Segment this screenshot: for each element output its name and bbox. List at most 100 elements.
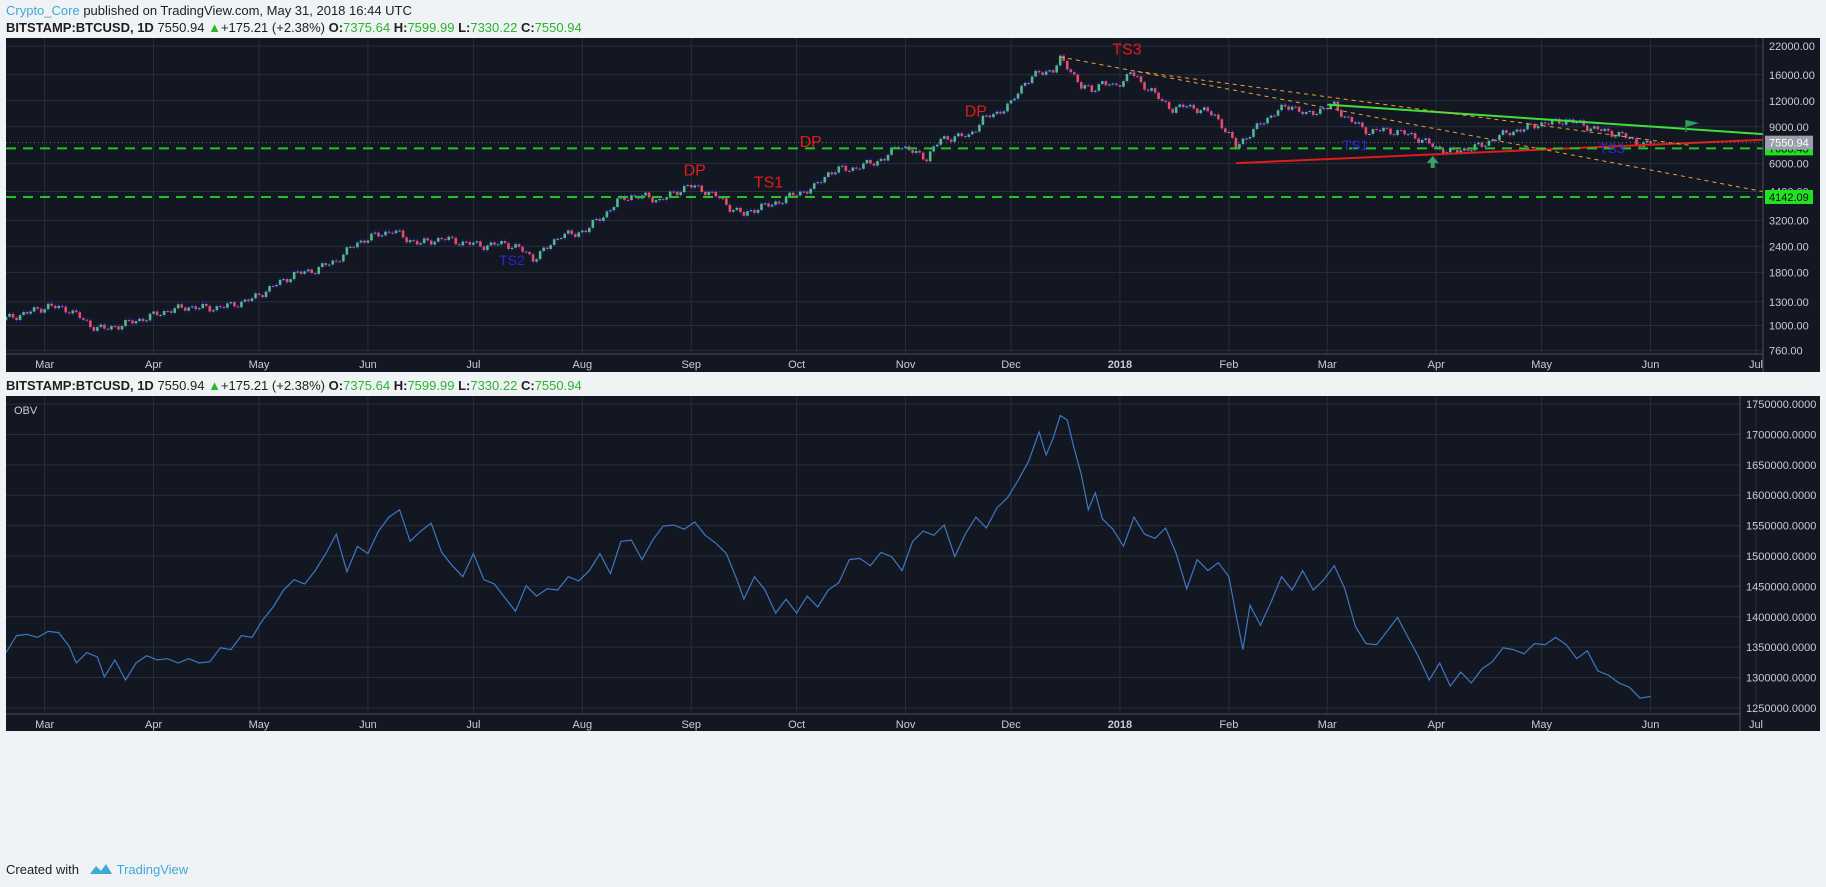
candle-body [1231,131,1234,138]
candle-body [682,185,686,193]
candle-body [1455,149,1459,153]
candle-body [1188,104,1192,107]
candle-body [872,163,876,166]
candle-body [282,279,285,281]
candle-body [1466,148,1470,151]
candle-body [988,115,992,118]
candle-body [1087,85,1090,87]
y-tick-label: 1250000.0000 [1746,703,1816,715]
candle-body [120,326,124,330]
candle-body [215,306,219,311]
candle-body [391,232,394,234]
price-chart[interactable]: TS3 DP DP DP TS1 TS2 TS1 TS3 22000.00 16000.00 120… [6,38,1820,372]
x-tick-label: Apr [145,719,162,731]
candle-body [826,172,830,178]
candle-body [1111,83,1115,85]
x-tick-label: May [1531,719,1552,731]
candle-body [598,218,602,221]
candle-body [82,317,85,320]
candle-body [1280,104,1283,111]
candle-body [1498,134,1501,141]
candle-body [552,239,556,245]
y-tick-label: 3200.00 [1769,215,1809,227]
candle-body [89,320,92,328]
candle-body [1076,74,1080,83]
candle-body [858,168,862,170]
candle-body [458,244,461,246]
candle-body [127,320,131,322]
author-link[interactable]: Crypto_Core [6,3,80,18]
candle-body [517,244,521,247]
candle-body [254,293,257,299]
candle-body [668,191,672,198]
candle-body [805,191,809,194]
candle-body [675,191,679,196]
candle-body [176,304,180,309]
candle-body [366,240,370,243]
candle-body [1146,89,1150,91]
candle-body [985,115,988,117]
candle-body [1062,55,1066,61]
candle-body [1575,122,1579,124]
candle-body [1547,123,1550,125]
candle-body [331,260,335,265]
candle-body [1027,82,1030,84]
obv-panel[interactable]: OBV 1750000.0000 1700000.0000 1650000.0000 1… [6,396,1820,731]
candle-body [721,198,725,200]
candle-body [651,197,654,203]
candle-body [1287,106,1290,110]
x-tick-label: Jun [359,719,377,731]
candle-body [1058,55,1062,66]
candle-body [1343,116,1347,118]
candle-body [1463,148,1466,151]
candle-body [278,279,282,285]
tradingview-link[interactable]: TradingView [116,862,189,877]
x-tick-label: Nov [896,719,916,731]
candle-body [559,238,563,240]
candle-body [1420,139,1424,143]
candle-body [465,241,468,243]
candle-body [187,307,191,311]
candle-body [1501,130,1505,135]
candle-body [92,327,96,331]
candle-body [851,167,855,171]
candle-body [233,302,236,307]
candle-body [1441,149,1445,155]
candle-body [830,172,834,175]
candle-body [440,237,444,240]
candle-body [415,240,419,245]
candle-body [50,303,53,306]
candle-body [1164,100,1167,102]
candle-body [647,192,651,198]
price-panel[interactable]: TS3 DP DP DP TS1 TS2 TS1 TS3 22000.00 16000.00 120… [6,38,1820,372]
candle-body [978,124,981,132]
candle-body [271,285,275,287]
x-tick-label: Dec [1001,359,1021,371]
candle-body [201,303,205,309]
candle-body [1002,111,1006,114]
candle-body [999,111,1002,114]
candle-body [605,211,609,218]
y-tick-label: 2400.00 [1769,241,1809,253]
candle-body [1543,122,1547,124]
candle-body [844,165,848,171]
candle-body [935,144,939,147]
candle-body [204,303,208,306]
candle-body [735,207,739,211]
candle-body [162,311,166,316]
candle-body [208,305,212,312]
candle-body [1185,106,1189,108]
y-tick-label: 1550000.0000 [1746,521,1816,533]
annotation-label: TS1 [1343,137,1369,153]
x-tick-label: Jul [466,719,480,731]
candle-body [869,159,872,164]
candle-body [1424,138,1427,140]
candle-body [1290,106,1294,110]
candle-body [1037,70,1041,73]
candle-body [981,115,985,125]
candle-body [1357,122,1361,124]
obv-chart[interactable]: OBV 1750000.0000 1700000.0000 1650000.0000 1… [6,396,1820,731]
candle-body [1340,110,1343,117]
candle-body [1350,117,1354,123]
candle-body [570,230,574,235]
